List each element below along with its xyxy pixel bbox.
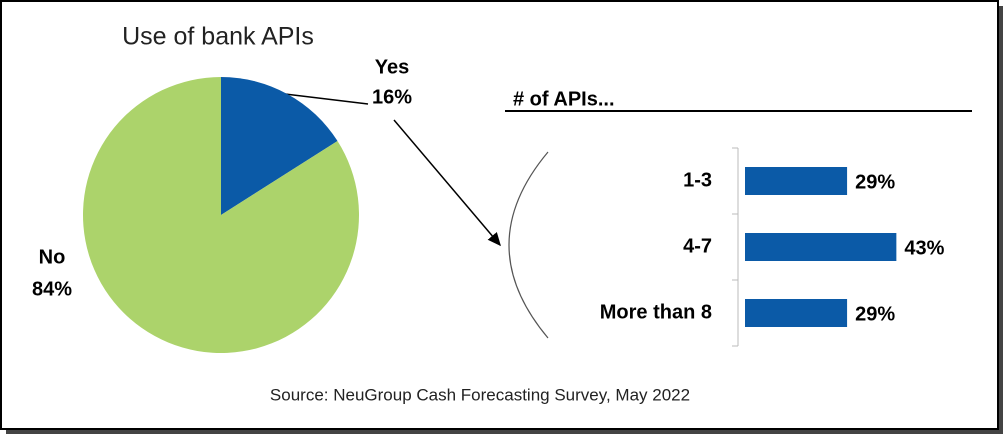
bar-value-label: 29% [855,171,895,193]
slice-value-label: 84% [32,278,72,300]
pie-title: Use of bank APIs [122,23,314,51]
bar [745,299,848,327]
bar-value-label: 29% [855,303,895,325]
category-label: More than 8 [600,301,712,323]
bar-value-label: 43% [904,237,944,259]
arrow [393,119,501,247]
slice-value-label: 16% [372,86,412,108]
bar [745,167,848,195]
bar [745,233,897,261]
slice-label: No [39,246,66,268]
pie-slice [82,77,360,353]
category-label: 1-3 [683,169,712,191]
bar-title: # of APIs... [513,88,615,110]
pie-slice [221,77,338,215]
slice-label: Yes [375,56,409,78]
source: Source: NeuGroup Cash Forecasting Survey… [270,385,690,404]
bracket-arc [508,151,549,339]
leader-line [284,93,369,105]
category-label: 4-7 [683,235,712,257]
